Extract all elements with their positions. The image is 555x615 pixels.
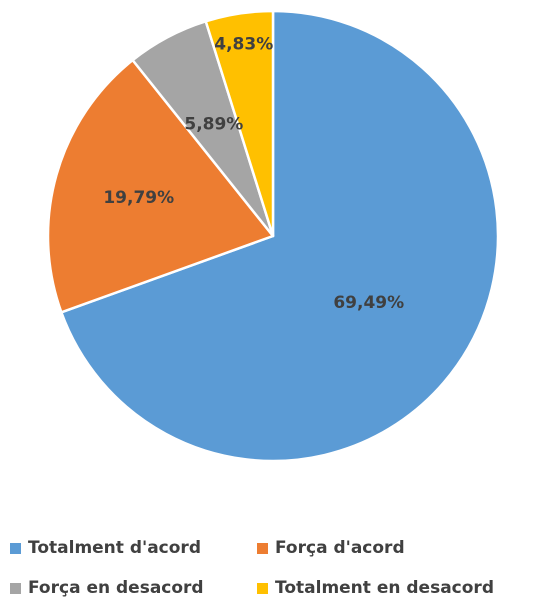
legend-swatch-icon: [10, 582, 21, 594]
legend: Totalment d'acord Força d'acord Força en…: [10, 538, 555, 598]
legend-label: Totalment en desacord: [275, 578, 494, 598]
legend-item-totalment-en-desacord: Totalment en desacord: [257, 578, 555, 598]
slice-forca-d-acord: [46, 58, 275, 314]
slice-value-label: 19,79%: [103, 188, 174, 208]
legend-item-forca-d-acord: Força d'acord: [257, 538, 555, 558]
legend-swatch-icon: [10, 542, 21, 554]
legend-item-forca-en-desacord: Força en desacord: [10, 578, 257, 598]
pie-chart: 69,49% 19,79% 5,89% 4,83%: [46, 9, 500, 463]
slice-totalment-en-desacord: [204, 9, 275, 238]
legend-label: Força d'acord: [275, 538, 405, 558]
legend-swatch-icon: [257, 542, 268, 554]
slice-totalment-d-acord: [60, 9, 500, 463]
legend-item-totalment-d-acord: Totalment d'acord: [10, 538, 257, 558]
slice-value-label: 5,89%: [184, 115, 243, 135]
legend-label: Força en desacord: [28, 578, 204, 598]
legend-swatch-icon: [257, 582, 268, 594]
slice-labels: 69,49% 19,79% 5,89% 4,83%: [103, 35, 404, 314]
legend-label: Totalment d'acord: [28, 538, 201, 558]
pie-slices: [46, 9, 500, 463]
slice-value-label: 4,83%: [214, 35, 273, 55]
slice-value-label: 69,49%: [333, 293, 404, 313]
